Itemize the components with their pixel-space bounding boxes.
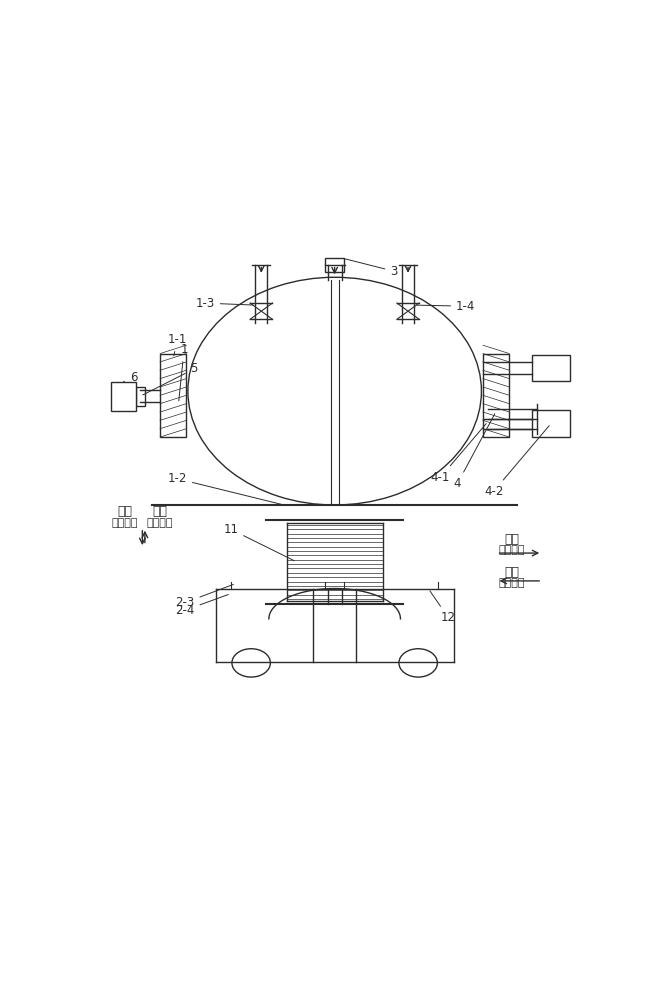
Bar: [532, 355, 570, 381]
Text: 6: 6: [123, 371, 137, 384]
Text: 4-1: 4-1: [431, 424, 486, 484]
Text: 1-1: 1-1: [168, 333, 187, 356]
Bar: [483, 354, 509, 437]
Text: 4: 4: [454, 414, 495, 490]
Text: 移走: 移走: [504, 533, 519, 546]
Bar: [532, 410, 570, 437]
Text: 1-3: 1-3: [195, 297, 253, 310]
Bar: [112, 382, 136, 411]
Bar: [136, 387, 145, 406]
Text: （進料）: （進料）: [147, 518, 173, 528]
Text: 5: 5: [143, 362, 198, 395]
Text: 2-4: 2-4: [175, 595, 229, 617]
Text: 上升: 上升: [153, 505, 168, 518]
Text: （出料）: （出料）: [498, 545, 525, 555]
Text: 11: 11: [223, 523, 295, 561]
Text: 2-3: 2-3: [175, 584, 233, 609]
Bar: [160, 354, 186, 437]
Text: 1-2: 1-2: [168, 472, 281, 504]
Bar: [325, 258, 344, 272]
Text: 3: 3: [344, 259, 398, 278]
Text: （進料）: （進料）: [498, 578, 525, 588]
Text: 1-4: 1-4: [417, 300, 475, 313]
Text: 推入: 推入: [504, 566, 519, 579]
Text: （出料）: （出料）: [112, 518, 138, 528]
Text: 下降: 下降: [117, 505, 132, 518]
Text: 1: 1: [179, 343, 188, 401]
Text: 12: 12: [430, 591, 456, 624]
Text: 4-2: 4-2: [484, 426, 549, 498]
